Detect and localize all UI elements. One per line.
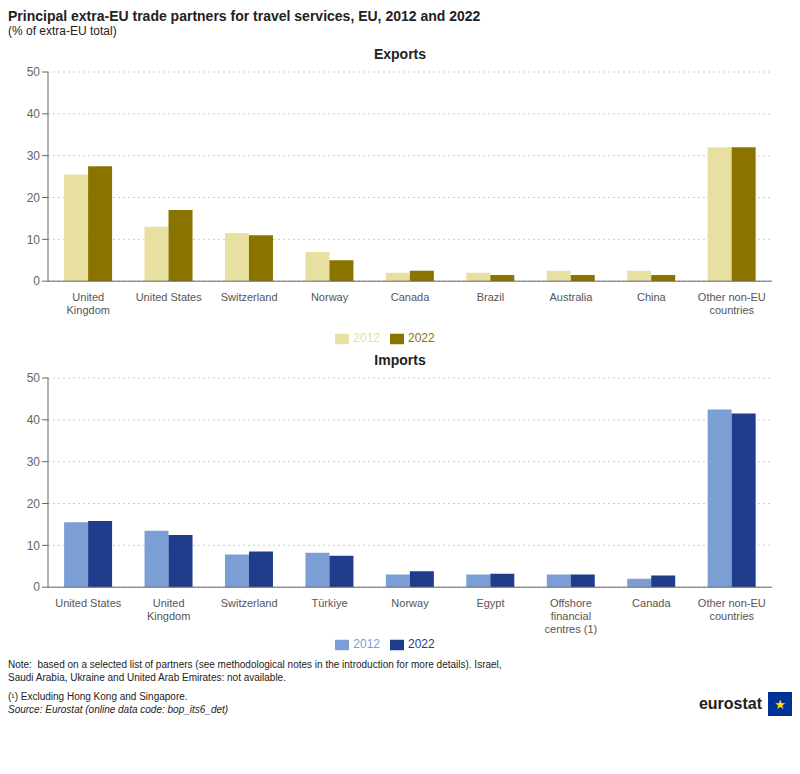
html-text:2022: 2022: [408, 637, 435, 652]
svg-text:China: China: [637, 291, 667, 303]
html-text:Exports: Exports: [373, 46, 427, 62]
svg-text:UnitedKingdom: UnitedKingdom: [147, 597, 190, 622]
html-text:Principal extra-EU trade partn: Principal extra-EU trade partners for tr…: [8, 8, 481, 24]
svg-text:20: 20: [27, 191, 41, 205]
svg-text:50: 50: [27, 371, 41, 385]
svg-text:Norway: Norway: [391, 597, 429, 609]
svg-text:Switzerland: Switzerland: [221, 291, 278, 303]
svg-text:Other non-EUcountries: Other non-EUcountries: [698, 597, 766, 622]
svg-text:10: 10: [27, 539, 41, 553]
svg-text:Other non-EUcountries: Other non-EUcountries: [698, 291, 766, 316]
svg-text:0: 0: [33, 274, 40, 288]
svg-text:Canada: Canada: [632, 597, 671, 609]
svg-text:UnitedKingdom: UnitedKingdom: [67, 291, 110, 316]
svg-text:Brazil: Brazil: [477, 291, 505, 303]
svg-text:Norway: Norway: [311, 291, 349, 303]
svg-text:Offshorefinancialcentres (1): Offshorefinancialcentres (1): [545, 597, 598, 635]
svg-text:Egypt: Egypt: [476, 597, 504, 609]
svg-text:30: 30: [27, 455, 41, 469]
html-text:2012: 2012: [353, 331, 380, 346]
html-text:(% of extra-EU total): (% of extra-EU total): [8, 24, 117, 38]
svg-text:40: 40: [27, 107, 41, 121]
html-text:eurostat: eurostat: [698, 695, 762, 712]
svg-text:40: 40: [27, 413, 41, 427]
html-text:Note: based on a selected list: Note: based on a selected list of partne…: [8, 659, 502, 683]
html-text:(¹) Excluding Hong Kong and Si: (¹) Excluding Hong Kong and Singapore.: [8, 691, 188, 702]
svg-text:Australia: Australia: [549, 291, 593, 303]
svg-text:Switzerland: Switzerland: [221, 597, 278, 609]
svg-text:0: 0: [33, 580, 40, 594]
svg-text:Canada: Canada: [391, 291, 430, 303]
svg-text:Türkiye: Türkiye: [312, 597, 348, 609]
svg-text:20: 20: [27, 497, 41, 511]
html-text:2012: 2012: [353, 637, 380, 652]
svg-text:United States: United States: [55, 597, 122, 609]
html-text:Source: Eurostat (online data: Source: Eurostat (online data code: bop_…: [8, 704, 229, 715]
svg-text:United States: United States: [136, 291, 203, 303]
svg-text:30: 30: [27, 149, 41, 163]
svg-text:50: 50: [27, 65, 41, 79]
svg-text:10: 10: [27, 233, 41, 247]
html-text:2022: 2022: [408, 331, 435, 346]
html-text:Imports: Imports: [374, 352, 426, 368]
